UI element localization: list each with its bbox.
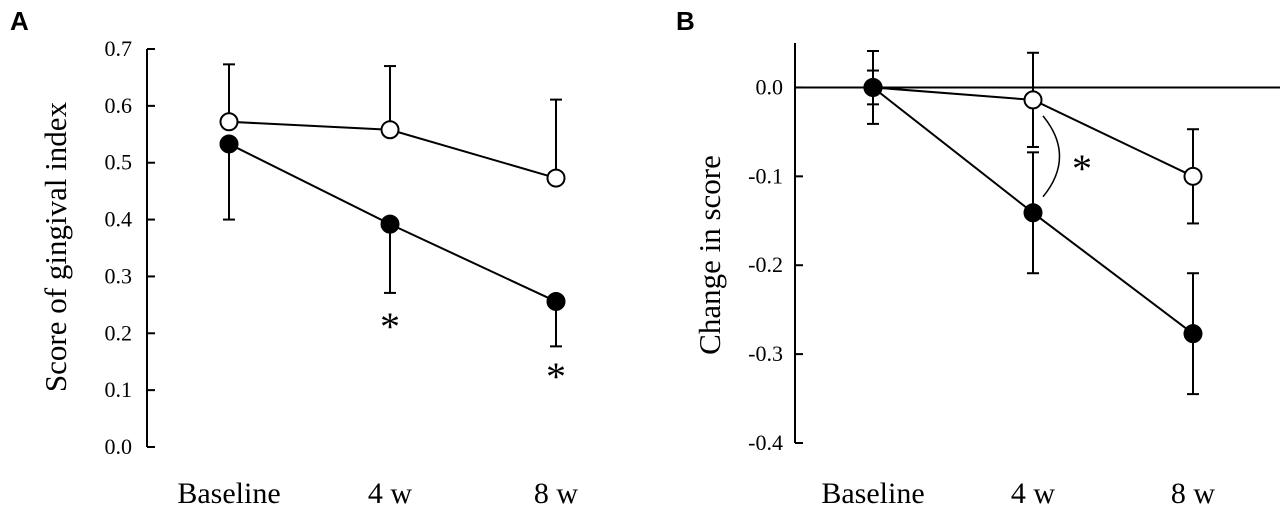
significance-bracket-0 bbox=[1042, 115, 1061, 198]
panel-b-y-axis-title: Change in score bbox=[692, 155, 727, 355]
y-tick-label-0: 0.0 bbox=[105, 434, 133, 459]
x-category-label-1: 4 w bbox=[368, 477, 413, 510]
significance-asterisk-0: * bbox=[380, 304, 400, 349]
panel-a-letter: A bbox=[10, 6, 29, 36]
panel-a-y-axis-title: Score of gingival index bbox=[38, 101, 73, 392]
y-tick-label-4: -0.4 bbox=[748, 430, 783, 455]
series-0-point-1 bbox=[380, 120, 400, 140]
y-tick-label-2: -0.2 bbox=[748, 252, 783, 277]
y-tick-label-6: 0.6 bbox=[105, 93, 133, 118]
series-1-point-2 bbox=[1183, 324, 1203, 344]
significance-asterisk-1: * bbox=[546, 354, 566, 399]
x-category-label-0: Baseline bbox=[177, 477, 280, 510]
x-category-label-1: 4 w bbox=[1011, 477, 1056, 510]
x-category-label-0: Baseline bbox=[821, 477, 924, 510]
y-tick-label-3: 0.3 bbox=[105, 263, 133, 288]
significance-asterisk-0: * bbox=[1072, 146, 1092, 191]
series-1-point-1 bbox=[380, 214, 400, 234]
y-tick-label-7: 0.7 bbox=[105, 36, 133, 61]
series-0-point-2 bbox=[546, 168, 566, 188]
panel-b: B Change in score 0.0 -0.1 -0.2 -0.3 -0.4 Bas… bbox=[676, 6, 1280, 510]
y-tick-label-5: 0.5 bbox=[105, 150, 133, 175]
series-1-point-0 bbox=[863, 77, 883, 97]
y-tick-label-0: 0.0 bbox=[756, 74, 784, 99]
y-tick-label-1: -0.1 bbox=[748, 163, 783, 188]
series-1-point-0 bbox=[219, 134, 239, 154]
series-0-point-2 bbox=[1183, 166, 1203, 186]
y-tick-label-4: 0.4 bbox=[105, 207, 133, 232]
panel-b-letter: B bbox=[676, 6, 695, 36]
x-category-label-2: 8 w bbox=[1171, 477, 1216, 510]
y-tick-label-1: 0.1 bbox=[105, 377, 133, 402]
panel-a: A Score of gingival index 0.0 0.1 0.2 0.3 0.… bbox=[10, 6, 578, 510]
series-0-point-1 bbox=[1023, 90, 1043, 110]
y-tick-label-3: -0.3 bbox=[748, 341, 783, 366]
series-1-point-1 bbox=[1023, 203, 1043, 223]
x-category-label-2: 8 w bbox=[534, 477, 579, 510]
y-tick-label-2: 0.2 bbox=[105, 320, 133, 345]
series-0-point-0 bbox=[219, 112, 239, 132]
series-1-point-2 bbox=[546, 291, 566, 311]
